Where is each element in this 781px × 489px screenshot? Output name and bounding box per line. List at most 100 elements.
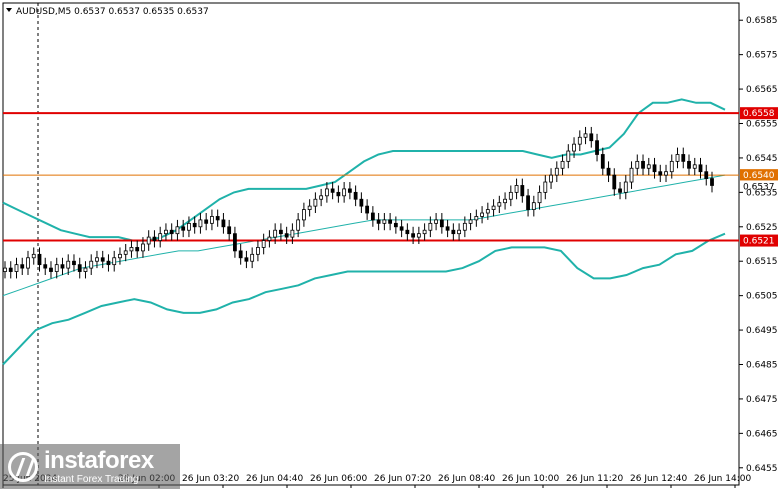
candle-bull <box>491 205 496 210</box>
candle-bear <box>238 250 243 259</box>
candle-bull <box>273 229 278 238</box>
lower-band-line <box>2 232 726 366</box>
candle-bull <box>635 160 640 169</box>
candle-bull <box>158 233 163 241</box>
candle-bull <box>95 257 99 262</box>
candle-bear <box>77 264 82 272</box>
candle-bull <box>256 247 260 255</box>
candle-bull <box>474 216 479 221</box>
candle-bull <box>118 253 122 259</box>
candle-bear <box>169 229 174 235</box>
candle-bear <box>152 236 157 241</box>
candle-bear <box>192 222 197 228</box>
candle-bear <box>72 260 76 266</box>
candle-bull <box>669 160 674 173</box>
candle-bear <box>652 164 657 173</box>
candle-bull <box>307 205 312 210</box>
candle-bear <box>710 178 714 186</box>
candle-bear <box>284 233 289 238</box>
candle-bear <box>20 264 25 269</box>
candle-bull <box>83 267 88 272</box>
candle-bull <box>531 202 536 210</box>
candle-bear <box>687 160 691 169</box>
level-tag-0.6540: 0.6540 <box>743 171 775 181</box>
candle-bear <box>595 140 599 155</box>
x-tick-label: 26 Jun 07:20 <box>374 474 431 484</box>
candle-bear <box>227 226 232 235</box>
candle-bull <box>664 171 668 176</box>
candle-bull <box>250 253 255 262</box>
candle-bear <box>49 267 53 272</box>
y-tick-label: 0.6585 <box>746 16 778 26</box>
candle-bear <box>526 195 530 210</box>
candle-bear <box>60 264 65 269</box>
upper-band-line <box>2 98 726 242</box>
candles <box>3 126 714 279</box>
candle-bull <box>267 236 272 241</box>
candle-bear <box>399 226 404 231</box>
candle-bull <box>3 267 7 272</box>
candle-bull <box>497 202 502 207</box>
candle-bear <box>365 205 370 214</box>
candle-bull <box>514 185 519 193</box>
brand-logo: instaforex Instant Forex Trading <box>0 444 180 489</box>
candle-bear <box>336 191 341 197</box>
dropdown-triangle-icon[interactable] <box>6 8 12 12</box>
y-tick-label: 0.6555 <box>746 120 778 130</box>
y-tick-label: 0.6495 <box>746 326 778 336</box>
candle-bull <box>313 198 318 207</box>
candle-bear <box>405 229 410 235</box>
candle-bull <box>324 188 329 197</box>
plot-frame <box>2 2 740 486</box>
candle-bull <box>480 212 484 217</box>
candle-bull <box>342 188 347 197</box>
candle-bull <box>629 167 634 183</box>
candle-bull <box>428 222 433 231</box>
candle-bull <box>560 160 565 169</box>
candle-bull <box>261 240 266 248</box>
candle-bear <box>589 133 594 142</box>
candle-bull <box>566 150 571 162</box>
candle-bear <box>43 264 48 269</box>
candle-bear <box>215 216 220 221</box>
candle-bear <box>681 154 686 162</box>
x-tick-label: 26 Jun 06:00 <box>310 474 367 484</box>
candle-bull <box>503 198 507 204</box>
candle-bear <box>393 222 398 228</box>
x-tick-label: 26 Jun 04:40 <box>246 474 303 484</box>
candle-bear <box>520 185 525 197</box>
level-tag-0.6558: 0.6558 <box>743 109 775 119</box>
level-tag-bg-0.6521 <box>740 234 778 247</box>
candle-bear <box>204 219 209 224</box>
candle-bull <box>434 219 438 224</box>
candle-bull <box>549 174 553 183</box>
candle-bear <box>279 229 283 235</box>
y-tick-label: 0.6575 <box>746 51 778 61</box>
level-tag-bg-0.6540 <box>740 169 778 182</box>
candle-bull <box>296 219 301 231</box>
logo-mark-icon <box>8 451 38 482</box>
candle-bull <box>623 181 628 193</box>
x-tick-label: 26 Jun 10:00 <box>502 474 559 484</box>
y-tick-label: 0.6545 <box>746 154 778 164</box>
candle-bull <box>26 257 30 269</box>
x-tick-label: 26 Jun 11:20 <box>566 474 623 484</box>
y-tick-label: 0.6525 <box>746 223 778 233</box>
candle-bear <box>221 219 226 228</box>
candle-bull <box>692 164 697 169</box>
candle-bull <box>198 219 203 228</box>
candle-bear <box>388 219 393 224</box>
candle-bull <box>457 229 461 235</box>
candle-bear <box>704 171 709 179</box>
candle-bull <box>146 236 151 245</box>
candle-bull <box>537 191 542 204</box>
candle-bull <box>164 229 168 235</box>
candle-bull <box>14 264 19 272</box>
candle-bear <box>330 188 335 193</box>
candle-bull <box>508 191 513 200</box>
candle-bull <box>175 226 180 235</box>
candle-bull <box>210 216 214 224</box>
x-tick-label: 26 Jun 08:40 <box>438 474 495 484</box>
